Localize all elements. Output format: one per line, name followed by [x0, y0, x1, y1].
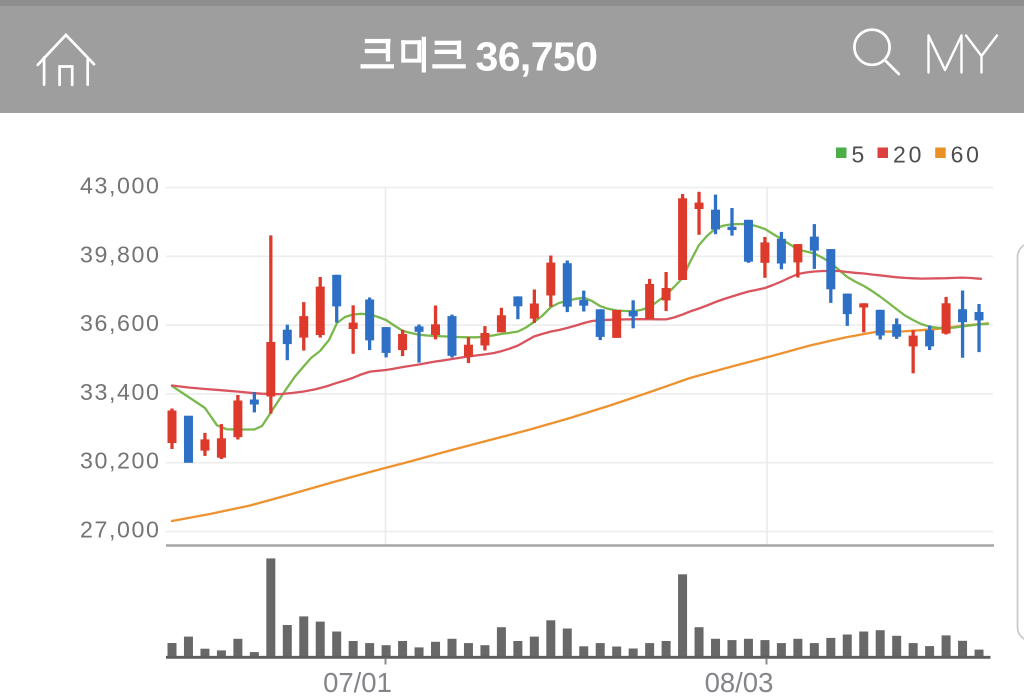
svg-text:39,800: 39,800	[80, 241, 161, 267]
svg-text:08/03: 08/03	[705, 667, 774, 697]
svg-text:36,750: 36,750	[476, 34, 598, 80]
svg-text:27,000: 27,000	[80, 517, 161, 543]
svg-text:30,200: 30,200	[80, 448, 161, 474]
svg-text:5: 5	[852, 142, 868, 168]
svg-text:60: 60	[951, 142, 982, 168]
svg-text:33,400: 33,400	[80, 379, 161, 405]
svg-text:20: 20	[893, 142, 924, 168]
svg-text:43,000: 43,000	[80, 173, 161, 199]
svg-text:07/01: 07/01	[323, 667, 392, 697]
svg-text:36,600: 36,600	[80, 310, 161, 336]
